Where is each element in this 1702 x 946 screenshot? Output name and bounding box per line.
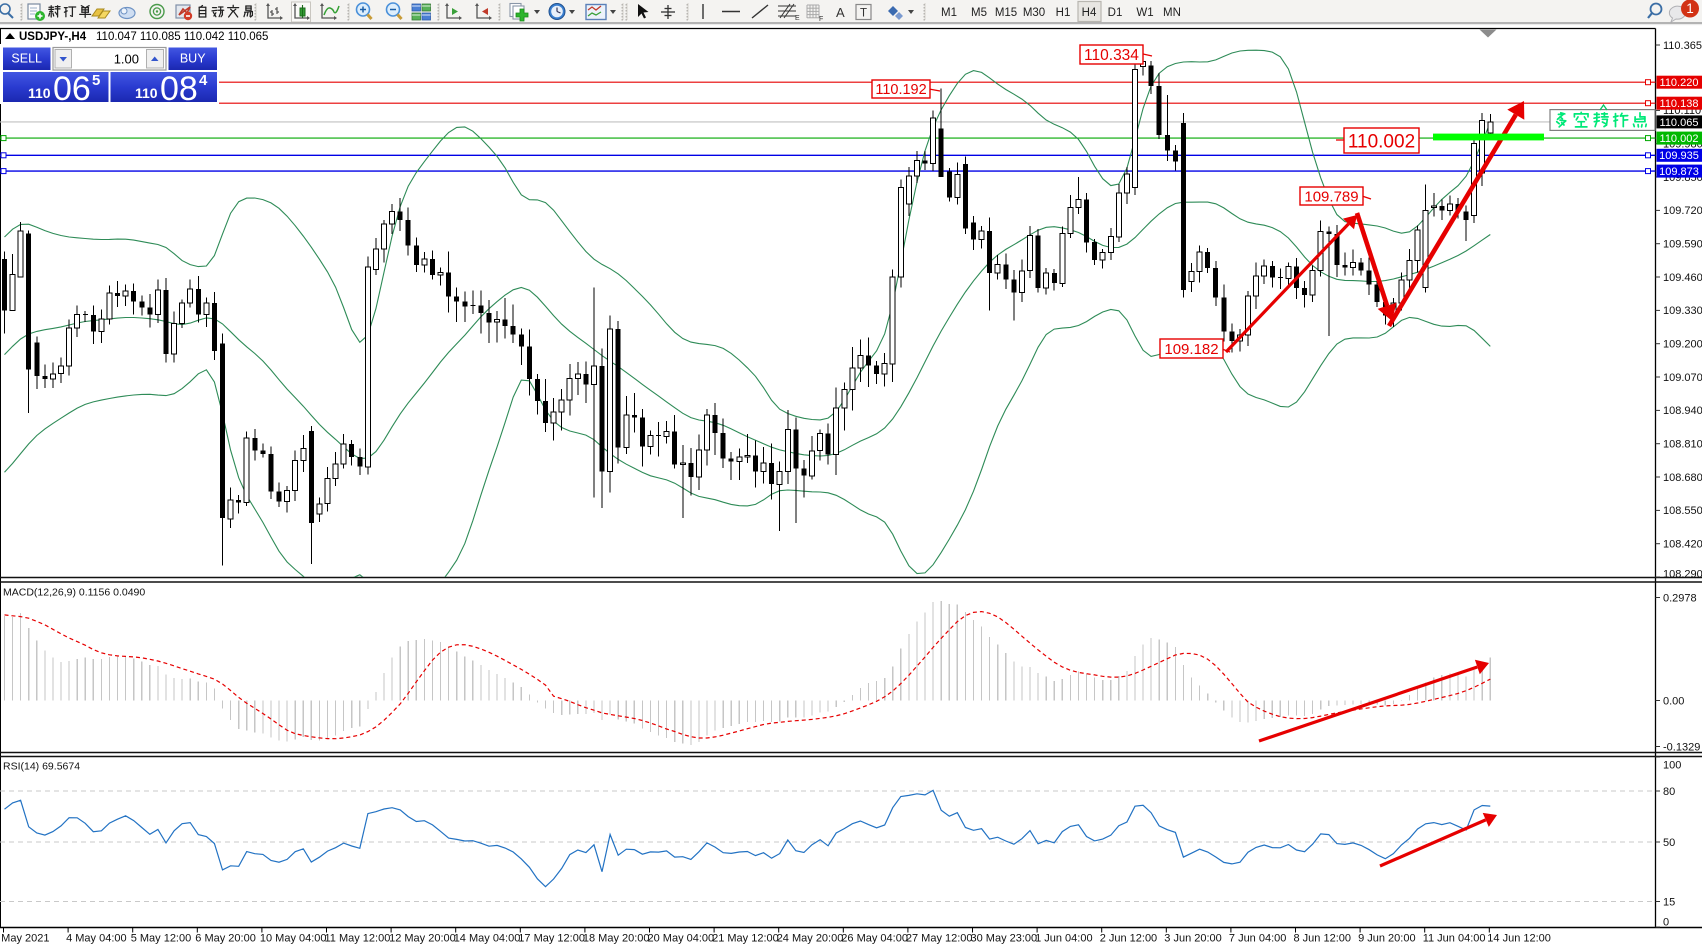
svg-text:18 May 20:00: 18 May 20:00 <box>583 933 650 945</box>
svg-text:-0.1329: -0.1329 <box>1663 741 1700 753</box>
svg-text:26 May 04:00: 26 May 04:00 <box>841 933 908 945</box>
svg-text:6 May 20:00: 6 May 20:00 <box>195 933 256 945</box>
svg-text:0.00: 0.00 <box>1663 695 1684 707</box>
svg-text:9 Jun 20:00: 9 Jun 20:00 <box>1358 933 1416 945</box>
svg-text:109.330: 109.330 <box>1663 305 1702 317</box>
svg-text:110: 110 <box>135 85 158 101</box>
svg-text:110.192: 110.192 <box>875 82 926 98</box>
svg-text:109.182: 109.182 <box>1164 341 1218 358</box>
svg-text:MN: MN <box>1163 7 1181 19</box>
svg-text:11 May 12:00: 11 May 12:00 <box>325 933 391 945</box>
svg-text:109.789: 109.789 <box>1304 188 1358 205</box>
svg-text:0: 0 <box>1663 916 1669 928</box>
svg-text:08: 08 <box>160 70 198 108</box>
svg-text:M1: M1 <box>941 7 957 19</box>
svg-text:109.070: 109.070 <box>1663 372 1702 384</box>
svg-text:108.940: 108.940 <box>1663 405 1702 417</box>
svg-text:3 May 2021: 3 May 2021 <box>0 933 49 945</box>
svg-text:110.047 110.085 110.042 110.06: 110.047 110.085 110.042 110.065 <box>96 31 268 43</box>
svg-text:110.365: 110.365 <box>1663 40 1702 52</box>
svg-text:M15: M15 <box>995 7 1017 19</box>
svg-text:14 May 04:00: 14 May 04:00 <box>454 933 521 945</box>
svg-text:4: 4 <box>199 72 208 89</box>
svg-text:110.334: 110.334 <box>1084 47 1139 64</box>
svg-text:A: A <box>836 5 845 20</box>
svg-text:108.420: 108.420 <box>1663 539 1702 551</box>
svg-text:8 Jun 12:00: 8 Jun 12:00 <box>1294 933 1352 945</box>
svg-text:108.550: 108.550 <box>1663 505 1702 517</box>
svg-text:108.810: 108.810 <box>1663 439 1702 451</box>
svg-text:5 May 12:00: 5 May 12:00 <box>131 933 192 945</box>
svg-text:108.680: 108.680 <box>1663 472 1702 484</box>
svg-text:MACD(12,26,9) 0.1156 0.0490: MACD(12,26,9) 0.1156 0.0490 <box>3 587 145 599</box>
svg-text:1: 1 <box>1686 1 1694 16</box>
svg-text:109.590: 109.590 <box>1663 239 1702 251</box>
svg-text:110.138: 110.138 <box>1660 98 1699 110</box>
svg-text:17 May 12:00: 17 May 12:00 <box>518 933 585 945</box>
svg-text:BUY: BUY <box>180 52 206 66</box>
svg-text:108.290: 108.290 <box>1663 568 1702 580</box>
svg-text:109.720: 109.720 <box>1663 205 1702 217</box>
svg-text:11 Jun 04:00: 11 Jun 04:00 <box>1423 933 1486 945</box>
svg-text:109.200: 109.200 <box>1663 339 1702 351</box>
svg-text:1 Jun 04:00: 1 Jun 04:00 <box>1035 933 1093 945</box>
svg-text:24 May 20:00: 24 May 20:00 <box>777 933 844 945</box>
svg-text:T: T <box>860 8 867 20</box>
svg-text:SELL: SELL <box>11 52 42 66</box>
svg-text:W1: W1 <box>1136 7 1153 19</box>
svg-text:110.220: 110.220 <box>1660 77 1699 89</box>
svg-text:20 May 04:00: 20 May 04:00 <box>648 933 715 945</box>
svg-text:110.002: 110.002 <box>1348 131 1415 152</box>
svg-text:0.2978: 0.2978 <box>1663 592 1697 604</box>
svg-text:27 May 12:00: 27 May 12:00 <box>906 933 973 945</box>
svg-text:110.065: 110.065 <box>1660 117 1699 129</box>
svg-text:H1: H1 <box>1056 7 1071 19</box>
svg-text:1.00: 1.00 <box>114 52 139 67</box>
svg-text:M30: M30 <box>1023 7 1045 19</box>
svg-text:21 May 12:00: 21 May 12:00 <box>712 933 779 945</box>
svg-text:50: 50 <box>1663 837 1675 849</box>
svg-text:2 Jun 12:00: 2 Jun 12:00 <box>1100 933 1158 945</box>
svg-text:12 May 20:00: 12 May 20:00 <box>389 933 456 945</box>
svg-text:3 Jun 20:00: 3 Jun 20:00 <box>1164 933 1222 945</box>
svg-text:4 May 04:00: 4 May 04:00 <box>66 933 127 945</box>
svg-text:USDJPY-,H4: USDJPY-,H4 <box>19 31 87 43</box>
svg-text:E: E <box>795 15 800 22</box>
svg-text:7 Jun 04:00: 7 Jun 04:00 <box>1229 933 1287 945</box>
svg-text:109.460: 109.460 <box>1663 272 1702 284</box>
svg-text:06: 06 <box>53 70 91 108</box>
svg-text:110: 110 <box>28 85 51 101</box>
svg-text:10 May 04:00: 10 May 04:00 <box>260 933 327 945</box>
svg-text:M5: M5 <box>971 7 987 19</box>
svg-text:110.002: 110.002 <box>1660 133 1699 145</box>
svg-text:5: 5 <box>92 72 100 89</box>
svg-text:80: 80 <box>1663 786 1675 798</box>
svg-text:RSI(14) 69.5674: RSI(14) 69.5674 <box>3 761 80 773</box>
svg-text:D1: D1 <box>1108 7 1123 19</box>
svg-text:F: F <box>819 16 823 23</box>
svg-text:15: 15 <box>1663 896 1675 908</box>
svg-text:100: 100 <box>1663 759 1681 771</box>
svg-text:H4: H4 <box>1082 7 1097 19</box>
svg-text:109.873: 109.873 <box>1659 166 1699 178</box>
svg-text:14 Jun 12:00: 14 Jun 12:00 <box>1487 933 1551 945</box>
svg-text:30 May 23:00: 30 May 23:00 <box>971 933 1038 945</box>
svg-text:109.935: 109.935 <box>1659 150 1699 162</box>
